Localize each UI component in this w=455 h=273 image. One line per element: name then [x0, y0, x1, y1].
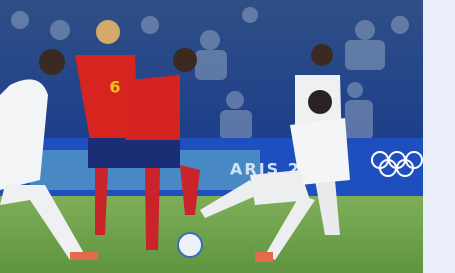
ball: [178, 233, 202, 257]
margin: [423, 0, 455, 273]
jersey-number: 6: [109, 78, 120, 97]
photo: ARIS 20 6: [0, 0, 455, 273]
